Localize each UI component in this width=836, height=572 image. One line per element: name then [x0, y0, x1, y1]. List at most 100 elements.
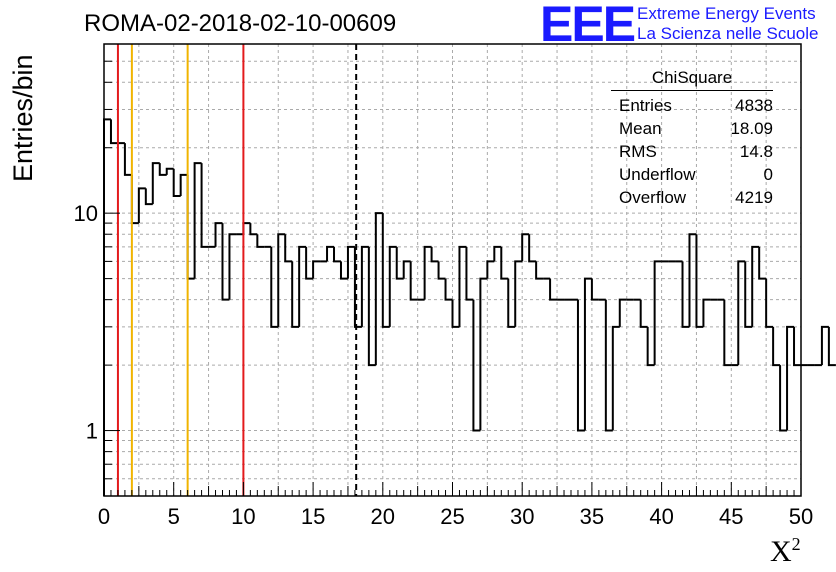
histogram-bin — [298, 245, 307, 327]
stats-value: 0 — [763, 165, 773, 184]
x-tick-label: 35 — [580, 504, 604, 529]
histogram-bin — [130, 174, 139, 225]
histogram-bin — [326, 245, 335, 262]
histogram-bin — [228, 233, 237, 300]
x-tick-label: 20 — [371, 504, 395, 529]
stats-label: RMS — [619, 142, 657, 161]
histogram-bin — [772, 326, 781, 367]
histogram-bin — [172, 168, 181, 197]
y-axis-label: Entries/bin — [8, 54, 38, 182]
histogram-bin — [360, 245, 369, 327]
histogram-bin — [430, 246, 439, 263]
histogram-bin — [423, 245, 432, 300]
histogram-bin — [137, 187, 146, 224]
histogram-bin — [256, 234, 265, 248]
eee-logo: EEE — [540, 0, 636, 52]
histogram-bin — [507, 278, 516, 328]
histogram-bin — [158, 163, 167, 176]
histogram-bin — [723, 299, 732, 367]
stats-label: Mean — [619, 119, 662, 138]
histogram-bin — [465, 246, 474, 301]
histogram-bin — [395, 246, 404, 280]
histogram-bin — [277, 233, 286, 327]
histogram-bin — [437, 261, 446, 280]
histogram-bin — [333, 246, 341, 263]
histogram-bin — [820, 325, 829, 366]
logo-line-1: Extreme Energy Events — [637, 4, 816, 23]
histogram-bin — [688, 233, 697, 327]
chart-title: ROMA-02-2018-02-10-00609 — [84, 10, 397, 37]
histogram-bin — [109, 119, 118, 145]
x-axis-label: X2 — [770, 534, 801, 569]
histogram-bin — [486, 260, 495, 279]
histogram-bin — [103, 118, 111, 496]
stats-row: RMS 14.8 — [611, 140, 773, 163]
histogram-bin — [653, 260, 662, 366]
stats-label: Underflow — [619, 165, 696, 184]
histogram-bin — [186, 174, 195, 280]
histogram-bin — [179, 173, 188, 196]
y-tick-label: 10 — [74, 201, 98, 226]
stats-value: 4838 — [735, 96, 773, 115]
stats-value: 18.09 — [730, 119, 773, 138]
stats-row: Underflow 0 — [611, 163, 773, 186]
histogram-bin — [618, 298, 627, 327]
histogram-bin — [312, 260, 321, 279]
histogram-bin — [381, 213, 390, 328]
histogram-bin — [305, 246, 314, 280]
histogram-bin — [353, 246, 362, 328]
histogram-bin — [249, 223, 258, 236]
histogram-bin — [779, 365, 788, 432]
histogram-bin — [346, 245, 355, 279]
stats-value: 14.8 — [739, 142, 773, 161]
histogram-bin — [339, 261, 348, 280]
stats-box: ChiSquare Entries 4838 Mean 18.09 RMS 14.8 … — [611, 68, 773, 209]
histogram-bin — [549, 278, 558, 301]
x-tick-label: 15 — [301, 504, 325, 529]
histogram-bin — [521, 233, 530, 262]
stats-row: Mean 18.09 — [611, 117, 773, 140]
histogram-bin — [751, 245, 760, 327]
stats-row: Overflow 4219 — [611, 186, 773, 209]
histogram-bin — [793, 326, 801, 367]
histogram-bin — [214, 222, 223, 247]
histogram-bin — [123, 143, 132, 176]
histogram-bin — [514, 260, 523, 327]
logo-line-2: La Scienza nelle Scuole — [637, 24, 819, 43]
histogram-bin — [165, 167, 174, 175]
histogram-bin — [744, 261, 753, 328]
x-axis-label-base: X — [770, 535, 792, 568]
histogram-bin — [284, 234, 293, 263]
histogram-bin — [242, 222, 251, 235]
histogram-bin — [193, 162, 202, 279]
reference-lines — [116, 44, 358, 496]
histogram-bin — [374, 212, 383, 366]
histogram-bin — [583, 277, 592, 431]
histogram-bin — [388, 245, 397, 327]
stats-row: Entries 4838 — [611, 94, 773, 117]
x-axis-label-superscript: 2 — [791, 534, 801, 554]
histogram-bin — [827, 326, 836, 367]
histogram-bin — [639, 299, 648, 328]
histogram-bin — [458, 245, 467, 327]
histogram-bin — [681, 261, 690, 328]
histogram-bin — [695, 234, 704, 328]
axis-ticks: 0 5 10 15 20 25 30 35 40 45 50 1 10 — [74, 43, 813, 529]
x-tick-label: 45 — [719, 504, 743, 529]
x-tick-label: 5 — [168, 504, 180, 529]
stats-label: Entries — [619, 96, 672, 115]
x-tick-label: 50 — [789, 504, 813, 529]
histogram-bin — [702, 298, 711, 327]
x-tick-label: 0 — [98, 504, 110, 529]
histogram-bin — [270, 246, 279, 328]
histogram-bin — [291, 261, 300, 328]
histogram-bin — [451, 299, 460, 328]
y-tick-label: 1 — [86, 419, 98, 444]
stats-title: ChiSquare — [611, 68, 773, 91]
histogram-bin — [472, 299, 481, 432]
x-tick-label: 40 — [649, 504, 673, 529]
histogram-bin — [528, 234, 537, 263]
histogram-bin — [500, 246, 509, 280]
histogram-bin — [402, 260, 411, 279]
